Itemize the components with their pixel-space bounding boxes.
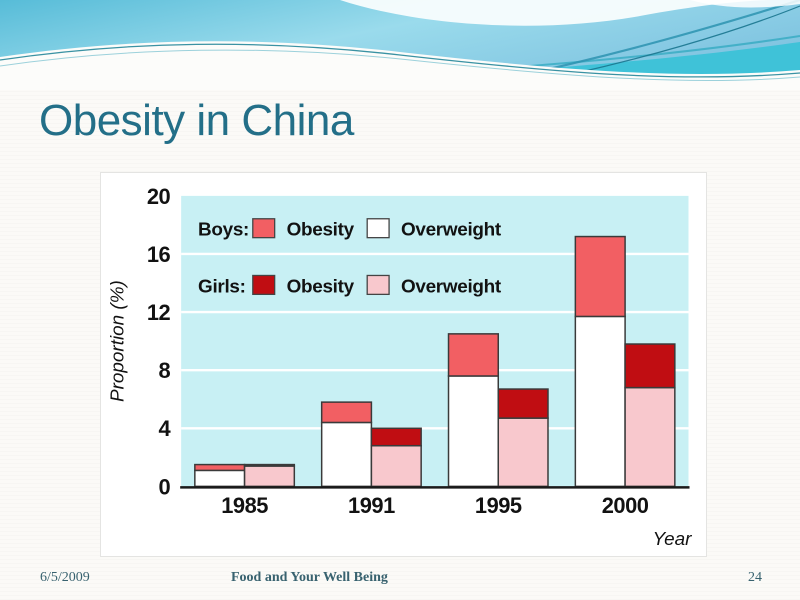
header-swoosh-line-dark (0, 43, 800, 78)
x-axis-title: Year (653, 529, 693, 550)
footer-page-number: 24 (748, 570, 762, 585)
bar-segment-boys-obesity (447, 333, 500, 377)
legend-group-label: Girls: (198, 276, 246, 297)
legend-item-label: Obesity (287, 220, 355, 241)
header-wave-decoration (0, 0, 800, 90)
bar-segment-boys-obesity (574, 235, 626, 318)
obesity-chart: 0 4 8 12 16 20 Proportion (%) 1985 1991 1995 2000Y… (107, 184, 693, 550)
y-tick-label: 16 (147, 242, 171, 267)
y-axis-title: Proportion (%) (107, 280, 128, 402)
x-tick-label: 1985 (221, 493, 268, 518)
legend-swatch (252, 274, 276, 296)
bar-segment-girls-overweight (370, 444, 422, 488)
bar-segment-boys-overweight (447, 375, 500, 488)
legend-swatch (252, 218, 276, 239)
y-tick-label: 12 (147, 300, 171, 325)
bar-segment-boys-overweight (574, 315, 626, 488)
y-tick-label: 20 (147, 184, 171, 209)
legend-group-label: Boys: (198, 220, 249, 241)
footer-title: Food and Your Well Being (231, 570, 388, 585)
bar-segment-girls-obesity (497, 388, 549, 419)
bar-segment-girls-overweight (497, 417, 549, 488)
legend-item-label: Obesity (287, 276, 355, 297)
bar-segment-girls-overweight (243, 465, 296, 488)
legend-item-label: Overweight (401, 220, 502, 241)
bar-segment-girls-overweight (624, 386, 676, 488)
bar-segment-boys-obesity (320, 401, 373, 424)
x-tick-label: 1995 (475, 493, 522, 518)
bar-segment-girls-obesity (370, 427, 422, 447)
y-tick-label: 4 (159, 416, 172, 441)
y-tick-label: 8 (159, 358, 171, 383)
legend-item-label: Overweight (401, 276, 502, 297)
x-tick-label: 1991 (348, 493, 395, 518)
footer-date: 6/5/2009 (40, 570, 90, 585)
header-corner-sliver (690, 0, 800, 8)
chart-panel: 0 4 8 12 16 20 Proportion (%) 1985 1991 1995 2000 Y… (100, 172, 707, 557)
bar-segment-girls-obesity (243, 463, 296, 467)
bar-segment-boys-overweight (320, 421, 373, 488)
bar-segment-boys-overweight (194, 469, 246, 488)
header-swoosh-line-light (0, 49, 800, 82)
header-top-white-dip (340, 0, 770, 26)
legend-swatch (366, 218, 390, 239)
bar-segment-girls-obesity (624, 343, 676, 389)
bar-segment-boys-obesity (194, 463, 246, 472)
x-tick-label: 2000 (602, 493, 649, 518)
legend-swatch (366, 274, 390, 296)
page-title: Obesity in China (39, 96, 354, 145)
footer: 6/5/2009 Food and Your Well Being 24 (0, 570, 800, 590)
header-white-swoosh (0, 41, 800, 90)
y-tick-label: 0 (159, 474, 171, 499)
